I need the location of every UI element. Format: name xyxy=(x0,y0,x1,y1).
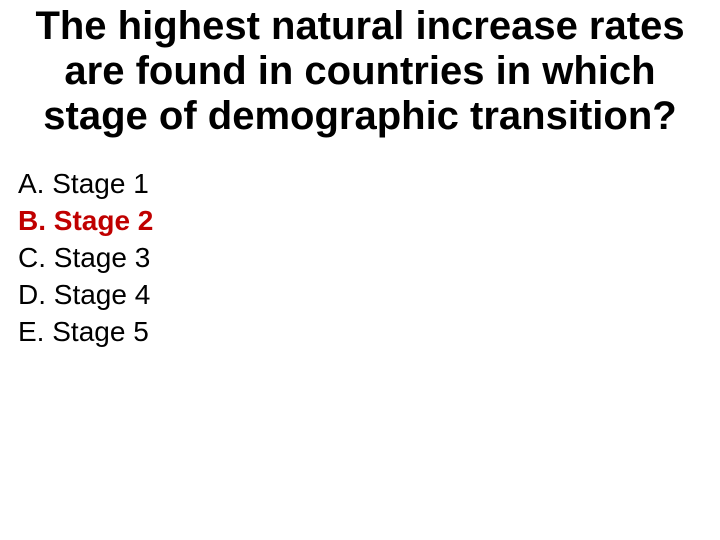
option-letter: D. xyxy=(18,279,46,310)
option-b: B. Stage 2 xyxy=(18,203,702,238)
option-label: Stage 2 xyxy=(54,205,154,236)
option-label: Stage 5 xyxy=(52,316,149,347)
option-label: Stage 1 xyxy=(52,168,149,199)
option-c: C. Stage 3 xyxy=(18,240,702,275)
option-a: A. Stage 1 xyxy=(18,166,702,201)
question-text: The highest natural increase rates are f… xyxy=(18,0,702,138)
option-d: D. Stage 4 xyxy=(18,277,702,312)
option-letter: A. xyxy=(18,168,44,199)
option-e: E. Stage 5 xyxy=(18,314,702,349)
option-letter: E. xyxy=(18,316,44,347)
option-label: Stage 4 xyxy=(54,279,151,310)
option-letter: B. xyxy=(18,205,46,236)
option-label: Stage 3 xyxy=(54,242,151,273)
quiz-slide: The highest natural increase rates are f… xyxy=(0,0,720,540)
option-letter: C. xyxy=(18,242,46,273)
options-list: A. Stage 1 B. Stage 2 C. Stage 3 D. Stag… xyxy=(18,166,702,349)
